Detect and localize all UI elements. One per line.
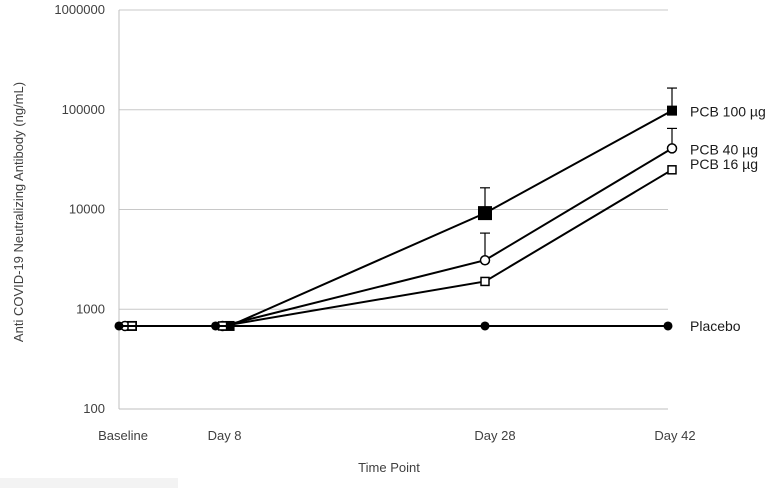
y-tick-label: 100000 <box>62 102 105 117</box>
x-axis-title: Time Point <box>358 460 420 475</box>
series-label: PCB 16 µg <box>690 156 758 172</box>
data-point <box>211 321 221 331</box>
series-3: Placebo <box>114 318 741 334</box>
data-point <box>478 206 492 221</box>
data-point <box>667 165 677 175</box>
bottom-strip <box>0 478 178 488</box>
series-1: PCB 40 µg <box>119 127 758 332</box>
data-point <box>663 321 673 331</box>
series-line <box>132 168 673 327</box>
x-tick-labels: Baseline Day 8 Day 28 Day 42 <box>98 428 696 443</box>
x-tick-label: Day 28 <box>474 428 515 443</box>
data-point <box>114 321 124 331</box>
gridlines <box>119 9 668 410</box>
data-point <box>480 321 490 331</box>
series-line <box>125 147 673 327</box>
axes <box>118 10 668 410</box>
series-label: PCB 100 µg <box>690 104 765 120</box>
x-tick-label: Baseline <box>98 428 148 443</box>
series-label: Placebo <box>690 318 741 334</box>
data-point <box>667 105 677 116</box>
data-point <box>666 143 678 154</box>
y-tick-label: 1000 <box>76 301 105 316</box>
y-tick-labels: 100 1000 10000 100000 1000000 <box>54 2 105 416</box>
y-tick-label: 100 <box>83 401 105 416</box>
data-point <box>479 254 491 266</box>
series-2: PCB 16 µg <box>127 156 758 331</box>
x-tick-label: Day 8 <box>208 428 242 443</box>
y-axis-title: Anti COVID-19 Neutralizing Antibody (ng/… <box>11 82 26 342</box>
data-point <box>480 276 490 287</box>
y-tick-label: 1000000 <box>54 2 105 17</box>
y-tick-label: 10000 <box>69 202 105 217</box>
series-label: PCB 40 µg <box>690 141 758 157</box>
x-tick-label: Day 42 <box>654 428 695 443</box>
